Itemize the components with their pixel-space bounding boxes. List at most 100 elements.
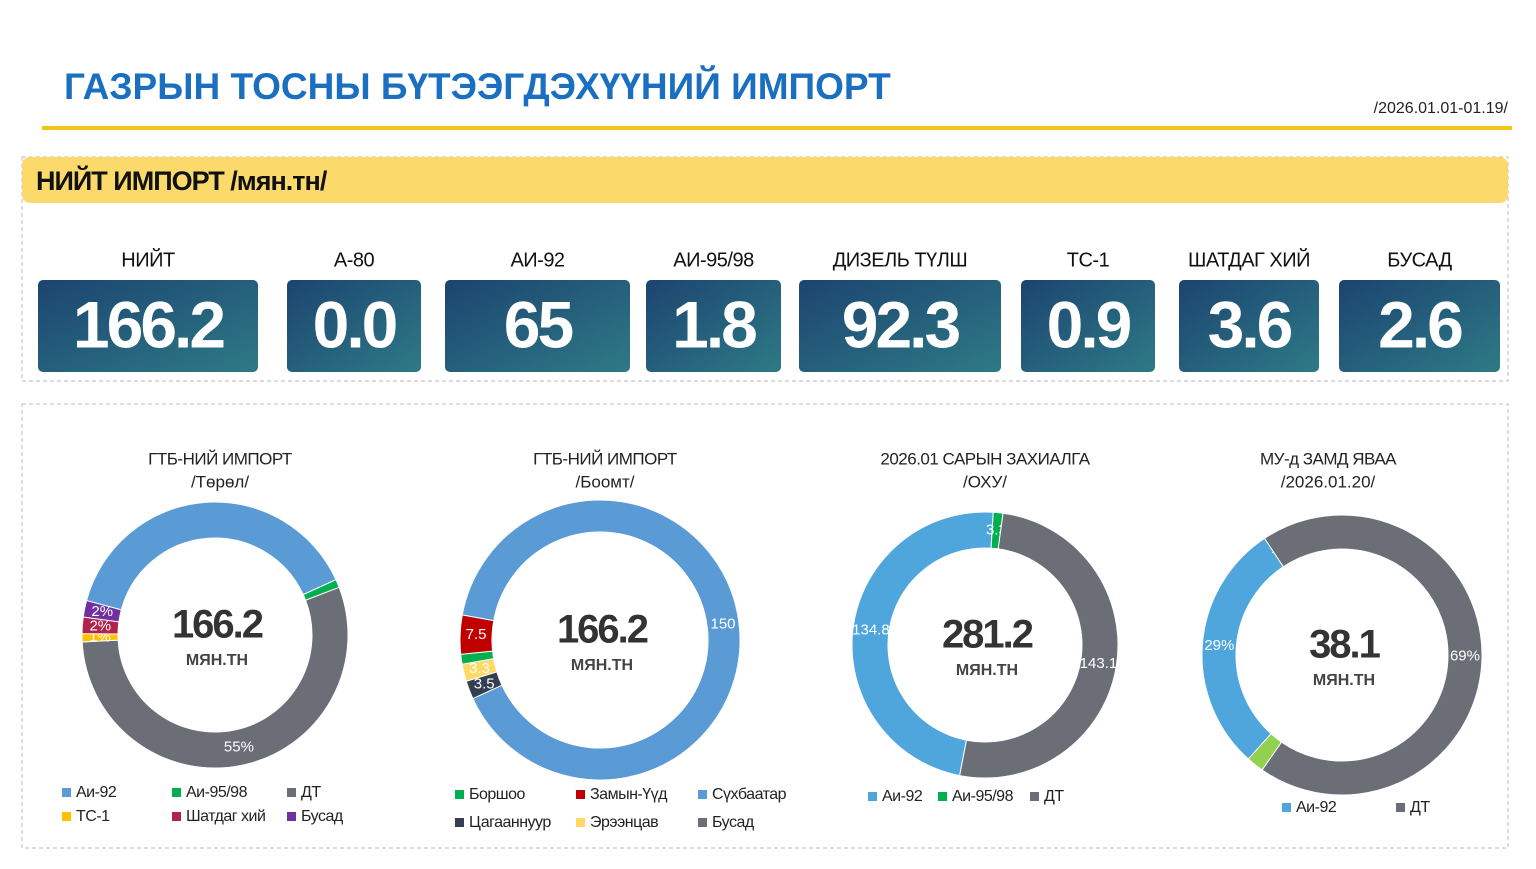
legend-swatch bbox=[868, 792, 877, 801]
legend-swatch bbox=[576, 790, 585, 799]
kpi-label: АИ-92 bbox=[510, 249, 564, 271]
legend-label: Замын-Үүд bbox=[590, 786, 668, 803]
chart-title: ГТБ-НИЙ ИМПОРТ bbox=[148, 449, 292, 468]
kpi-label: АИ-95/98 bbox=[673, 249, 754, 271]
data-label: 3.5 bbox=[474, 675, 495, 692]
kpi-value: 2.6 bbox=[1378, 287, 1462, 361]
legend-swatch bbox=[172, 788, 181, 797]
kpi-value: 0.0 bbox=[313, 287, 396, 361]
data-label: 143.1 bbox=[1080, 655, 1118, 672]
data-label: 2% bbox=[89, 618, 111, 635]
data-label: 150 bbox=[711, 615, 736, 632]
kpi-tile bbox=[1179, 280, 1319, 372]
chart-subtitle: /ОХУ/ bbox=[963, 472, 1007, 491]
data-label: 2% bbox=[91, 603, 113, 620]
title-rule bbox=[42, 126, 1512, 130]
legend-label: Боршоо bbox=[469, 786, 526, 803]
data-label: 134.8 bbox=[852, 621, 890, 638]
data-label: 7.5 bbox=[466, 626, 487, 643]
legend-swatch bbox=[1030, 792, 1039, 801]
legend-label: Эрээнцав bbox=[590, 814, 658, 831]
legend-swatch bbox=[172, 812, 181, 821]
legend-swatch bbox=[287, 788, 296, 797]
donut-segment bbox=[82, 599, 122, 623]
center-unit: МЯН.ТН bbox=[1313, 672, 1375, 689]
donut-segment bbox=[81, 586, 349, 769]
legend-label: ДТ bbox=[1410, 799, 1430, 816]
legend-label: ДТ bbox=[301, 784, 321, 801]
center-value: 166.2 bbox=[172, 603, 263, 647]
chart-title: ГТБ-НИЙ ИМПОРТ bbox=[533, 449, 677, 468]
legend-label: Цагааннуур bbox=[469, 814, 551, 831]
legend-label: Аи-95/98 bbox=[952, 788, 1014, 805]
chart-subtitle: /Төрөл/ bbox=[191, 472, 249, 491]
donut-segment bbox=[851, 511, 994, 777]
kpi-label: ШАТДАГ ХИЙ bbox=[1188, 247, 1310, 271]
kpi-tile bbox=[799, 280, 1001, 372]
legend-swatch bbox=[698, 790, 707, 799]
legend-label: Бусад bbox=[301, 808, 344, 825]
center-value: 166.2 bbox=[557, 608, 648, 652]
chart-title: МУ-д ЗАМД ЯВАА bbox=[1260, 449, 1397, 468]
data-label: 29% bbox=[1204, 637, 1234, 654]
legend-label: ТС-1 bbox=[76, 808, 110, 825]
donut-segment bbox=[85, 501, 337, 611]
section-bar bbox=[22, 157, 1508, 203]
legend-swatch bbox=[698, 818, 707, 827]
legend-swatch bbox=[1282, 803, 1291, 812]
kpi-value: 65 bbox=[504, 287, 573, 361]
donut-segment bbox=[461, 658, 498, 682]
section-title: НИЙТ ИМПОРТ /мян.тн/ bbox=[36, 165, 328, 196]
legend-label: Бусад bbox=[712, 814, 755, 831]
period: /2026.01.01-01.19/ bbox=[1374, 100, 1509, 117]
center-value: 38.1 bbox=[1309, 623, 1381, 667]
kpi-tile bbox=[287, 280, 421, 372]
donut-segment bbox=[959, 512, 1119, 779]
kpi-value: 92.3 bbox=[842, 287, 960, 361]
kpi-tile bbox=[646, 280, 781, 372]
kpi-tile bbox=[1339, 280, 1500, 372]
donut-segment bbox=[1261, 514, 1483, 796]
legend-swatch bbox=[938, 792, 947, 801]
legend-label: Аи-92 bbox=[882, 788, 923, 805]
center-unit: МЯН.ТН bbox=[956, 662, 1018, 679]
kpi-tile bbox=[1021, 280, 1155, 372]
center-value: 281.2 bbox=[942, 613, 1033, 657]
legend-swatch bbox=[455, 790, 464, 799]
kpi-value: 0.9 bbox=[1047, 287, 1131, 361]
page-title: ГАЗРЫН ТОСНЫ БҮТЭЭГДЭХҮҮНИЙ ИМПОРТ bbox=[64, 65, 891, 107]
legend-label: Аи-92 bbox=[76, 784, 117, 801]
kpi-label: ТС-1 bbox=[1067, 249, 1110, 271]
kpi-value: 1.8 bbox=[672, 287, 756, 361]
legend-label: Аи-95/98 bbox=[186, 784, 248, 801]
donut-segment bbox=[1247, 733, 1283, 771]
chart-title: 2026.01 САРЫН ЗАХИАЛГА bbox=[880, 449, 1090, 468]
kpi-label: ДИЗЕЛЬ ТҮЛШ bbox=[833, 249, 967, 271]
legend-label: Аи-92 bbox=[1296, 799, 1337, 816]
chart-subtitle: /2026.01.20/ bbox=[1281, 472, 1376, 491]
charts-panel bbox=[21, 403, 1509, 849]
legend-label: ДТ bbox=[1044, 788, 1064, 805]
kpi-label: А-80 bbox=[334, 249, 375, 271]
kpi-tile bbox=[445, 280, 630, 372]
center-unit: МЯН.ТН bbox=[186, 652, 248, 669]
chart-subtitle: /Боомт/ bbox=[576, 472, 635, 491]
data-label: 69% bbox=[1450, 647, 1480, 664]
data-label: 3.3 bbox=[469, 660, 490, 677]
legend-swatch bbox=[62, 788, 71, 797]
data-label: 55% bbox=[224, 738, 254, 755]
kpi-label: БУСАД bbox=[1387, 249, 1452, 271]
kpi-label: НИЙТ bbox=[121, 247, 175, 271]
kpi-tile bbox=[38, 280, 258, 372]
legend-swatch bbox=[62, 812, 71, 821]
center-unit: МЯН.ТН bbox=[571, 657, 633, 674]
legend-swatch bbox=[576, 818, 585, 827]
legend-swatch bbox=[287, 812, 296, 821]
legend-label: Сүхбаатар bbox=[712, 786, 787, 803]
legend-swatch bbox=[455, 818, 464, 827]
kpi-value: 3.6 bbox=[1208, 287, 1292, 361]
legend-label: Шатдаг хий bbox=[186, 808, 265, 825]
kpi-value: 166.2 bbox=[73, 287, 224, 361]
